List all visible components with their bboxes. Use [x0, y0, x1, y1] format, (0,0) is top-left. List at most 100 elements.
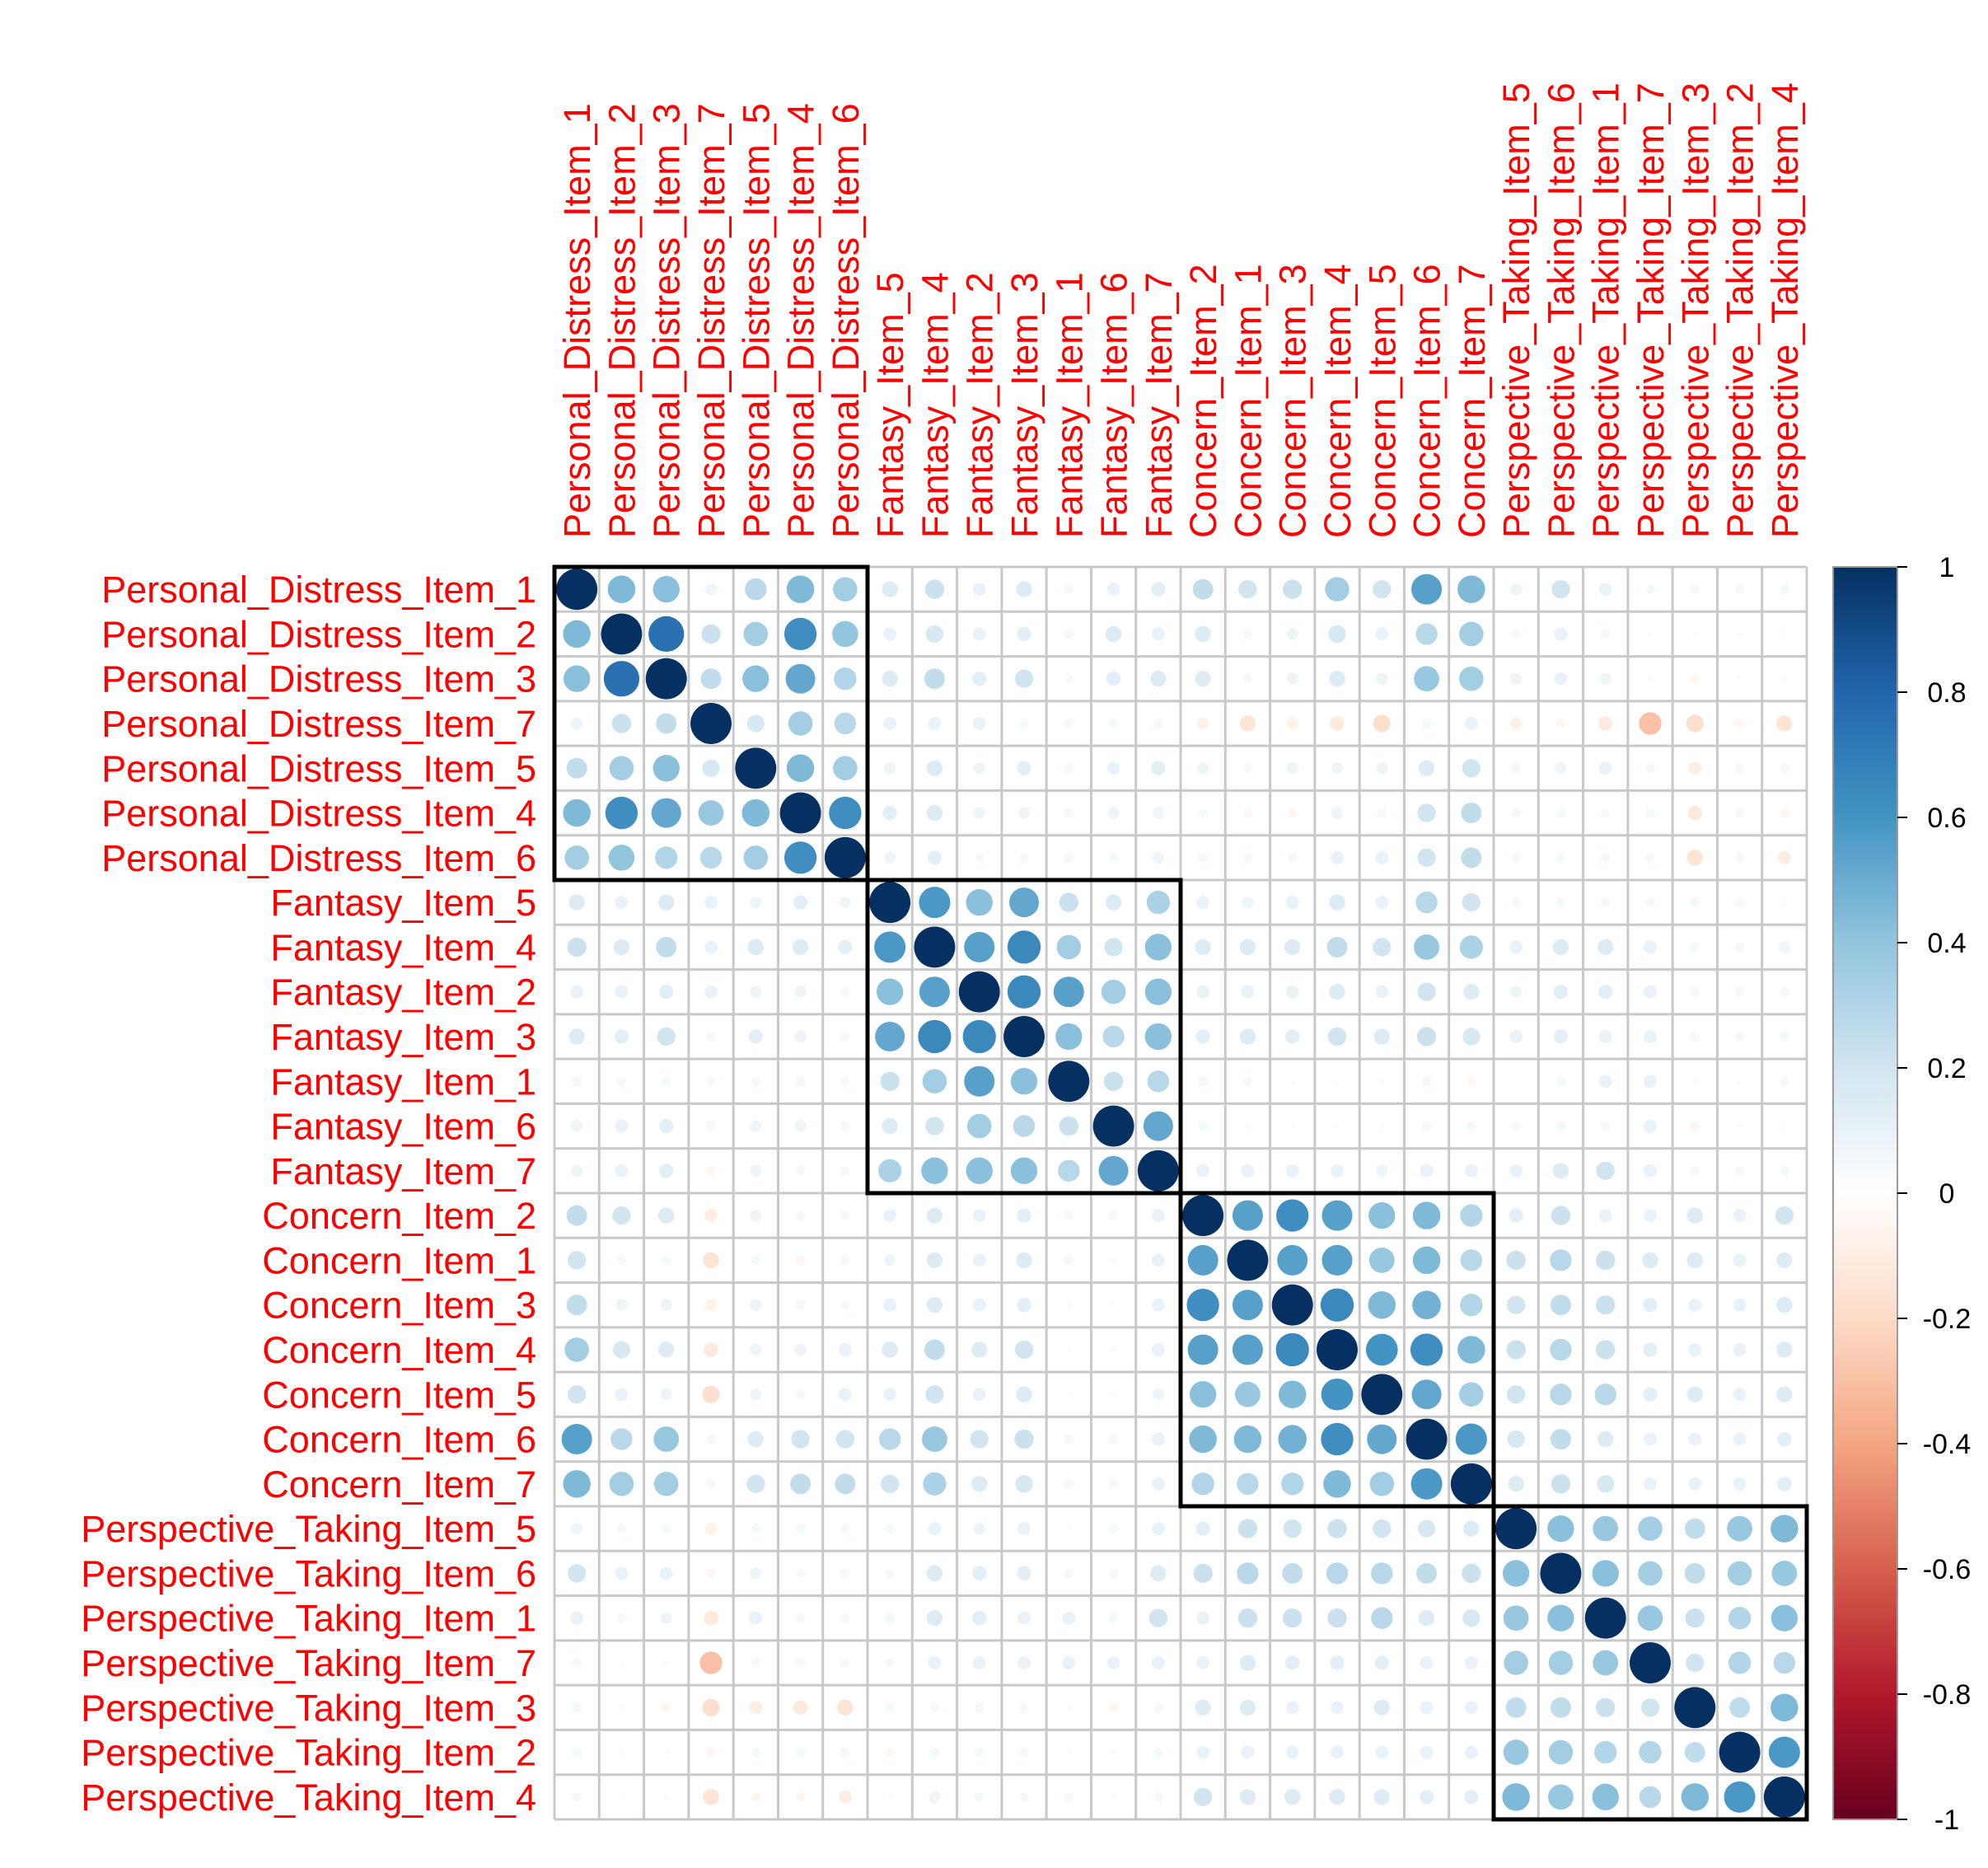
- row-label: Perspective_Taking_Item_6: [81, 1552, 536, 1594]
- corr-circle-r21-c17: [1327, 1519, 1347, 1538]
- corr-circle-r25-c16: [1285, 1701, 1299, 1715]
- corr-circle-r0-c5: [786, 575, 815, 603]
- corr-circle-r18-c19: [1411, 1379, 1442, 1410]
- corr-circle-r26-c15: [1241, 1745, 1255, 1759]
- corr-circle-r5-c23: [1601, 808, 1611, 818]
- corr-circle-r11-c23: [1598, 1074, 1612, 1088]
- corr-circle-r0-c25: [1690, 584, 1700, 594]
- corr-circle-r15-c3: [703, 1252, 719, 1269]
- colorbar-tick-label: 1: [1939, 552, 1955, 583]
- corr-circle-r22-c19: [1416, 1562, 1438, 1584]
- corr-circle-r2-c14: [1195, 671, 1211, 687]
- corr-circle-r20-c23: [1597, 1475, 1615, 1493]
- corr-circle-r14-c20: [1460, 1204, 1483, 1227]
- corr-circle-r27-c21: [1502, 1783, 1530, 1811]
- corr-circle-r23-c23: [1584, 1597, 1626, 1639]
- corr-circle-r24-c24: [1630, 1642, 1671, 1683]
- corr-circle-r14-c4: [750, 1210, 762, 1222]
- corr-circle-r15-c0: [567, 1251, 587, 1270]
- corr-circle-r16-c3: [704, 1299, 718, 1311]
- corr-circle-r22-c14: [1193, 1563, 1213, 1584]
- corr-circle-r17-c10: [1014, 1340, 1034, 1360]
- row-label: Concern_Item_4: [262, 1329, 536, 1371]
- corr-circle-r26-c27: [1768, 1736, 1800, 1768]
- corr-circle-r0-c23: [1598, 583, 1612, 597]
- corr-circle-r3-c16: [1286, 717, 1298, 730]
- corr-circle-r12-c17: [1334, 1123, 1340, 1130]
- corr-circle-r20-c17: [1323, 1470, 1351, 1498]
- corr-circle-r20-c27: [1777, 1477, 1792, 1491]
- corr-circle-r22-c6: [840, 1568, 850, 1579]
- corr-circle-r25-c24: [1640, 1698, 1660, 1717]
- corr-circle-r3-c18: [1373, 714, 1391, 733]
- corr-circle-r16-c5: [795, 1300, 806, 1310]
- corr-circle-r21-c26: [1727, 1515, 1752, 1542]
- corr-circle-r13-c5: [795, 1166, 806, 1176]
- corr-circle-r22-c13: [1150, 1565, 1167, 1582]
- corr-circle-r8-c19: [1414, 934, 1439, 960]
- corr-circle-r2-c22: [1554, 672, 1568, 686]
- corr-circle-r22-c8: [926, 1565, 943, 1582]
- corr-circle-r26-c16: [1285, 1745, 1299, 1759]
- corr-circle-r13-c11: [1058, 1159, 1080, 1182]
- corr-circle-r1-c25: [1691, 630, 1698, 637]
- corr-circle-r8-c23: [1597, 939, 1614, 956]
- corr-circle-r12-c11: [1059, 1116, 1078, 1136]
- corr-circle-r7-c14: [1196, 896, 1210, 910]
- corr-circle-r25-c25: [1674, 1687, 1716, 1729]
- corr-circle-r15-c10: [1016, 1252, 1032, 1269]
- corr-circle-r18-c14: [1189, 1381, 1217, 1408]
- corr-circle-r3-c24: [1639, 712, 1662, 735]
- corr-circle-r21-c16: [1283, 1519, 1302, 1538]
- corr-circle-r14-c0: [566, 1205, 587, 1226]
- corr-circle-r10-c8: [918, 1019, 952, 1054]
- corr-circle-r7-c23: [1601, 897, 1611, 907]
- corr-circle-r24-c21: [1504, 1650, 1528, 1675]
- corr-circle-r2-c7: [882, 671, 898, 687]
- corr-circle-r2-c18: [1376, 672, 1388, 685]
- corr-circle-r12-c27: [1781, 1123, 1788, 1130]
- corr-circle-r23-c0: [570, 1611, 584, 1625]
- corr-circle-r5-c24: [1645, 808, 1655, 818]
- column-label: Personal_Distress_Item_3: [646, 103, 688, 538]
- corr-circle-r7-c18: [1375, 896, 1389, 910]
- row-label: Concern_Item_6: [262, 1419, 536, 1461]
- corr-circle-r8-c12: [1104, 938, 1123, 957]
- corr-circle-r16-c12: [1111, 1302, 1117, 1309]
- column-label: Fantasy_Item_1: [1048, 272, 1090, 538]
- corr-circle-r21-c20: [1463, 1520, 1480, 1537]
- corr-circle-r18-c13: [1152, 1388, 1164, 1401]
- corr-circle-r22-c2: [659, 1566, 673, 1580]
- corr-circle-r16-c21: [1506, 1295, 1526, 1314]
- colorbar-tick-label: 0.4: [1927, 928, 1966, 959]
- corr-circle-r19-c9: [970, 1430, 989, 1449]
- corr-circle-r0-c20: [1457, 575, 1485, 603]
- corr-circle-r16-c4: [750, 1299, 762, 1311]
- corr-circle-r16-c10: [1017, 1298, 1031, 1313]
- corr-circle-r15-c1: [616, 1255, 627, 1266]
- corr-circle-r18-c18: [1361, 1374, 1403, 1416]
- corr-circle-r24-c3: [699, 1651, 723, 1674]
- corr-circle-r25-c17: [1331, 1701, 1344, 1715]
- corr-circle-r21-c9: [973, 1523, 985, 1535]
- corr-circle-r23-c5: [795, 1613, 806, 1623]
- corr-circle-r20-c14: [1191, 1472, 1214, 1496]
- corr-circle-r6-c15: [1242, 853, 1253, 863]
- corr-circle-r24-c10: [1017, 1656, 1031, 1669]
- column-label: Concern_Item_3: [1272, 264, 1314, 538]
- corr-circle-r9-c24: [1644, 985, 1657, 999]
- row-labels: Personal_Distress_Item_1Personal_Distres…: [81, 569, 536, 1819]
- corr-circle-r24-c6: [840, 1658, 850, 1668]
- corr-circle-r5-c26: [1734, 808, 1745, 818]
- corr-circle-r6-c20: [1461, 847, 1482, 868]
- corr-circle-r24-c1: [618, 1660, 624, 1666]
- corr-circle-r26-c8: [929, 1747, 940, 1758]
- corr-circle-r9-c27: [1780, 987, 1789, 997]
- corr-circle-r26-c18: [1375, 1745, 1389, 1759]
- corr-circle-r5-c13: [1152, 807, 1164, 819]
- corr-circle-r14-c15: [1232, 1200, 1263, 1231]
- corr-circle-r7-c17: [1329, 894, 1345, 911]
- corr-circle-r19-c21: [1507, 1430, 1525, 1449]
- corr-circle-r0-c19: [1411, 574, 1443, 605]
- corr-circle-r9-c12: [1101, 979, 1126, 1004]
